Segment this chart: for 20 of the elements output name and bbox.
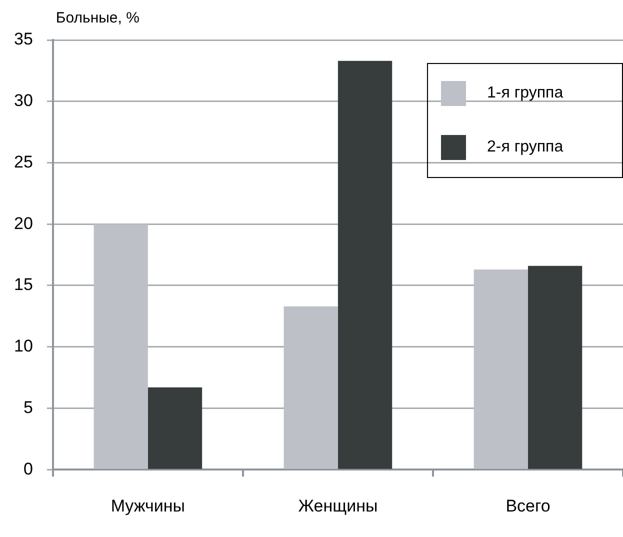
y-tick-label: 20	[14, 214, 33, 233]
y-tick-label: 15	[14, 275, 33, 294]
bar	[148, 387, 202, 469]
y-tick-label: 5	[23, 398, 33, 417]
y-tick-label: 10	[14, 336, 33, 356]
legend-label: 1-я группа	[487, 84, 564, 102]
y-tick-label: 30	[14, 91, 33, 110]
x-tick-label: Женщины	[298, 496, 378, 516]
bar	[94, 224, 148, 469]
bar	[474, 270, 528, 469]
bar	[528, 266, 582, 469]
legend-label: 2-я группа	[487, 138, 564, 156]
bar	[284, 306, 338, 469]
x-tick-label: Мужчины	[110, 496, 186, 516]
y-axis-title: Больные, %	[56, 10, 140, 27]
y-tick-label: 25	[14, 152, 33, 172]
y-tick-label: 0	[23, 459, 33, 478]
x-tick-label: Всего	[506, 496, 550, 516]
bar	[338, 60, 392, 469]
y-tick-label: 35	[14, 30, 33, 49]
